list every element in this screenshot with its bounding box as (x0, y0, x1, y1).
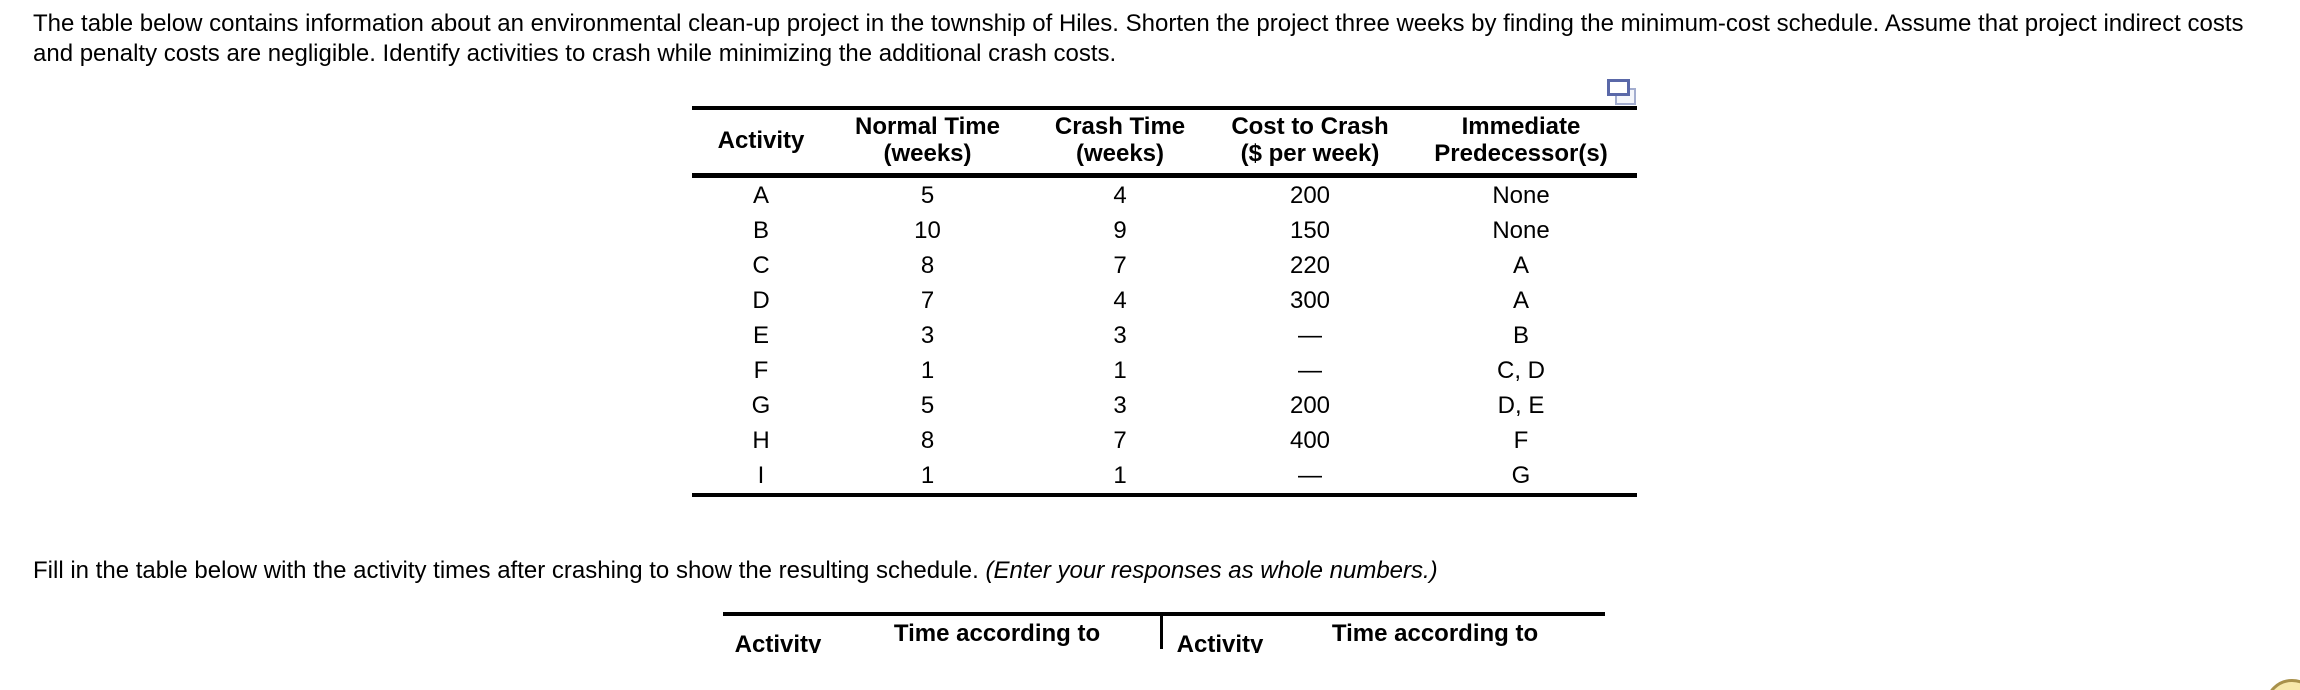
cell-pred: None (1492, 182, 1550, 209)
cell-normal: 8 (920, 427, 935, 454)
copy-table-icon[interactable] (1606, 78, 1636, 106)
cell-activity: G (751, 392, 771, 419)
cell-crash: 4 (1113, 182, 1127, 209)
question-text: The table below contains information abo… (33, 10, 2244, 67)
cell-cost: — (1298, 357, 1322, 384)
cell-cost: 150 (1289, 217, 1331, 244)
cell-pred: A (1512, 252, 1529, 279)
table-row: E 3 3 — B (692, 318, 1637, 353)
table-row: A 5 4 200 None (692, 176, 1637, 214)
crash-data-table: Activity Normal Time (weeks) Crash Time (wee… (692, 106, 1637, 497)
result-table: Activity Time according to Activity Time… (723, 612, 1605, 653)
cell-pred: F (1513, 427, 1529, 454)
column-header: Normal Time (weeks) (830, 108, 1025, 178)
cell-normal: 3 (920, 322, 935, 349)
cell-activity: A (752, 182, 769, 209)
cell-pred: G (1511, 462, 1531, 489)
cell-normal: 1 (920, 462, 935, 489)
cell-cost: 200 (1289, 182, 1331, 209)
cell-crash: 7 (1113, 252, 1127, 279)
cell-pred: A (1512, 287, 1529, 314)
cell-cost: — (1298, 462, 1322, 489)
cell-activity: B (752, 217, 769, 244)
cell-normal: 7 (920, 287, 935, 314)
cell-activity: F (753, 357, 769, 384)
cell-cost: — (1298, 322, 1322, 349)
table-row: F 1 1 — C, D (692, 353, 1637, 388)
result-header-activity-1: Activity (734, 631, 822, 654)
cell-normal: 5 (920, 392, 935, 419)
result-header-time-1: Time according to (893, 620, 1101, 647)
cell-crash: 3 (1113, 322, 1127, 349)
cell-activity: E (752, 322, 769, 349)
fill-instruction-text: Fill in the table below with the activit… (33, 557, 986, 584)
result-header-time-2: Time according to (1331, 620, 1539, 647)
result-header-activity-2: Activity (1176, 631, 1264, 654)
cell-cost: 300 (1289, 287, 1331, 314)
cell-activity: H (752, 427, 770, 454)
cell-normal: 1 (920, 357, 935, 384)
cell-pred: None (1492, 217, 1550, 244)
copy-icon-front-square (1607, 79, 1630, 96)
table-row: B 10 9 150 None (692, 213, 1637, 248)
cell-crash: 3 (1113, 392, 1127, 419)
cell-cost: 220 (1289, 252, 1331, 279)
cell-crash: 1 (1113, 462, 1127, 489)
column-header: Activity (692, 108, 830, 178)
crash-table-header-row: Activity Normal Time (weeks) Crash Time (wee… (692, 108, 1637, 178)
cell-normal: 8 (920, 252, 935, 279)
cell-cost: 400 (1289, 427, 1331, 454)
cell-crash: 9 (1113, 217, 1127, 244)
result-table-divider (1160, 616, 1163, 649)
table-row: D 7 4 300 A (692, 283, 1637, 318)
column-header: Immediate Predecessor(s) (1405, 108, 1637, 178)
column-header: Crash Time (weeks) (1025, 108, 1215, 178)
cell-activity: C (752, 252, 770, 279)
column-header: Cost to Crash ($ per week) (1215, 108, 1405, 178)
table-row: H 8 7 400 F (692, 423, 1637, 458)
fill-instruction-note: (Enter your responses as whole numbers.) (985, 557, 1438, 584)
cell-pred: C, D (1497, 357, 1545, 384)
table-row: G 5 3 200 D, E (692, 388, 1637, 423)
cell-activity: D (752, 287, 770, 314)
cell-normal: 10 (914, 217, 941, 244)
table-row: C 8 7 220 A (692, 248, 1637, 283)
table-row: I 1 1 — G (692, 458, 1637, 495)
assistant-button[interactable] (2265, 679, 2300, 690)
cell-activity: I (757, 462, 765, 489)
cell-crash: 1 (1113, 357, 1127, 384)
cell-cost: 200 (1289, 392, 1331, 419)
cell-pred: D, E (1497, 392, 1545, 419)
fill-instruction: Fill in the table below with the activit… (33, 556, 1438, 586)
cell-crash: 7 (1113, 427, 1127, 454)
cell-crash: 4 (1113, 287, 1127, 314)
cell-normal: 5 (920, 182, 935, 209)
cell-pred: B (1512, 322, 1529, 349)
